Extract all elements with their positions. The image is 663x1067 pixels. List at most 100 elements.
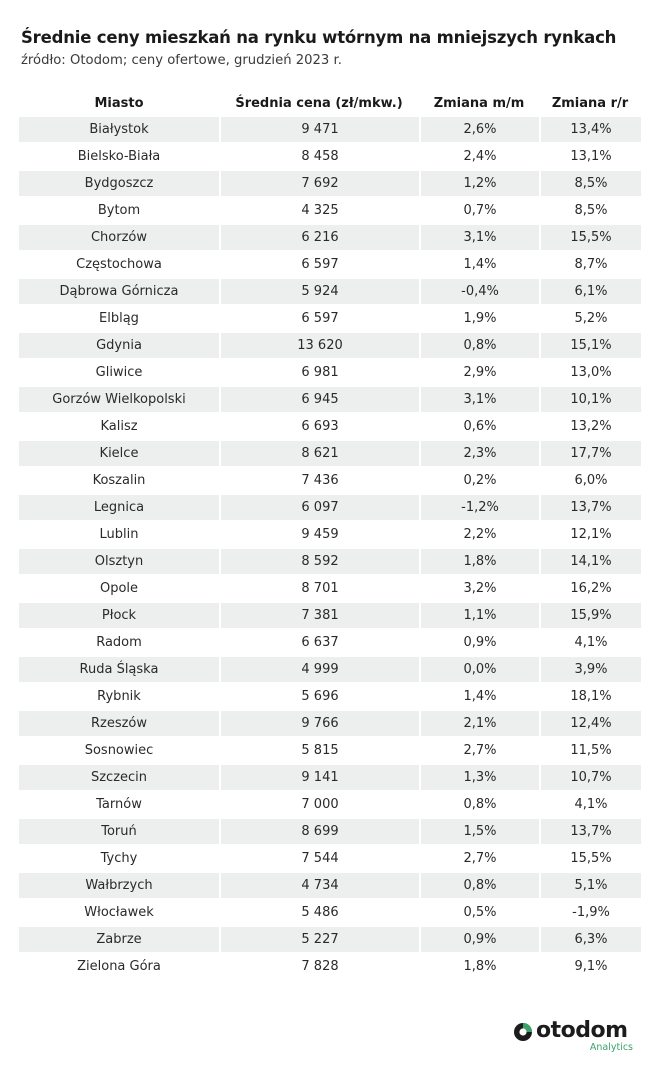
table-row: Bytom 4 325 0,7% 8,5% xyxy=(19,198,641,225)
cell-change-rr: 15,9% xyxy=(539,603,641,630)
table-row: Płock 7 381 1,1% 15,9% xyxy=(19,603,641,630)
cell-change-mm: 3,2% xyxy=(419,576,539,603)
table-row: Rzeszów 9 766 2,1% 12,4% xyxy=(19,711,641,738)
cell-change-mm: 1,8% xyxy=(419,954,539,981)
cell-change-rr: 4,1% xyxy=(539,630,641,657)
cell-change-rr: 8,5% xyxy=(539,198,641,225)
cell-price: 7 544 xyxy=(219,846,419,873)
cell-price: 8 592 xyxy=(219,549,419,576)
cell-change-mm: 2,7% xyxy=(419,846,539,873)
cell-change-rr: 15,1% xyxy=(539,333,641,360)
table-row: Rybnik 5 696 1,4% 18,1% xyxy=(19,684,641,711)
cell-change-mm: 0,8% xyxy=(419,792,539,819)
cell-city: Tarnów xyxy=(19,792,219,819)
cell-city: Bydgoszcz xyxy=(19,171,219,198)
table-row: Kielce 8 621 2,3% 17,7% xyxy=(19,441,641,468)
table-row: Lublin 9 459 2,2% 12,1% xyxy=(19,522,641,549)
cell-change-rr: 14,1% xyxy=(539,549,641,576)
cell-city: Sosnowiec xyxy=(19,738,219,765)
table-row: Elbląg 6 597 1,9% 5,2% xyxy=(19,306,641,333)
table-row: Częstochowa 6 597 1,4% 8,7% xyxy=(19,252,641,279)
table-row: Olsztyn 8 592 1,8% 14,1% xyxy=(19,549,641,576)
cell-change-mm: 1,2% xyxy=(419,171,539,198)
table-body: Białystok 9 471 2,6% 13,4% Bielsko-Biała 8 45… xyxy=(19,117,641,981)
cell-change-mm: 1,3% xyxy=(419,765,539,792)
table-row: Gorzów Wielkopolski 6 945 3,1% 10,1% xyxy=(19,387,641,414)
cell-price: 9 471 xyxy=(219,117,419,144)
cell-city: Wałbrzych xyxy=(19,873,219,900)
cell-city: Chorzów xyxy=(19,225,219,252)
cell-change-mm: 0,7% xyxy=(419,198,539,225)
cell-city: Zabrze xyxy=(19,927,219,954)
cell-change-rr: 13,2% xyxy=(539,414,641,441)
cell-price: 5 924 xyxy=(219,279,419,306)
cell-change-mm: 0,6% xyxy=(419,414,539,441)
cell-change-mm: 1,9% xyxy=(419,306,539,333)
table-row: Opole 8 701 3,2% 16,2% xyxy=(19,576,641,603)
cell-city: Kalisz xyxy=(19,414,219,441)
table-row: Koszalin 7 436 0,2% 6,0% xyxy=(19,468,641,495)
cell-price: 8 458 xyxy=(219,144,419,171)
cell-change-rr: 5,1% xyxy=(539,873,641,900)
cell-city: Częstochowa xyxy=(19,252,219,279)
cell-change-rr: 4,1% xyxy=(539,792,641,819)
cell-price: 5 227 xyxy=(219,927,419,954)
table-row: Toruń 8 699 1,5% 13,7% xyxy=(19,819,641,846)
table-row: Legnica 6 097 -1,2% 13,7% xyxy=(19,495,641,522)
cell-change-rr: 11,5% xyxy=(539,738,641,765)
cell-change-rr: 13,7% xyxy=(539,819,641,846)
cell-change-rr: 6,0% xyxy=(539,468,641,495)
cell-change-mm: 2,1% xyxy=(419,711,539,738)
cell-city: Gliwice xyxy=(19,360,219,387)
cell-change-rr: 10,1% xyxy=(539,387,641,414)
cell-change-rr: 17,7% xyxy=(539,441,641,468)
cell-change-rr: 13,7% xyxy=(539,495,641,522)
cell-city: Elbląg xyxy=(19,306,219,333)
cell-city: Szczecin xyxy=(19,765,219,792)
cell-change-mm: -0,4% xyxy=(419,279,539,306)
table-row: Włocławek 5 486 0,5% -1,9% xyxy=(19,900,641,927)
cell-change-rr: 12,4% xyxy=(539,711,641,738)
cell-price: 6 597 xyxy=(219,252,419,279)
cell-change-rr: 15,5% xyxy=(539,846,641,873)
cell-price: 9 141 xyxy=(219,765,419,792)
cell-change-mm: 3,1% xyxy=(419,387,539,414)
table-row: Tychy 7 544 2,7% 15,5% xyxy=(19,846,641,873)
cell-price: 9 459 xyxy=(219,522,419,549)
logo-wordmark: otodom xyxy=(536,1018,628,1043)
cell-change-mm: 1,5% xyxy=(419,819,539,846)
cell-change-rr: 6,1% xyxy=(539,279,641,306)
table-row: Gliwice 6 981 2,9% 13,0% xyxy=(19,360,641,387)
cell-change-mm: 0,0% xyxy=(419,657,539,684)
cell-price: 6 097 xyxy=(219,495,419,522)
table-row: Białystok 9 471 2,6% 13,4% xyxy=(19,117,641,144)
cell-city: Dąbrowa Górnicza xyxy=(19,279,219,306)
table-row: Dąbrowa Górnicza 5 924 -0,4% 6,1% xyxy=(19,279,641,306)
cell-city: Rybnik xyxy=(19,684,219,711)
cell-city: Radom xyxy=(19,630,219,657)
cell-price: 8 699 xyxy=(219,819,419,846)
cell-price: 7 000 xyxy=(219,792,419,819)
table-row: Tarnów 7 000 0,8% 4,1% xyxy=(19,792,641,819)
table-row: Sosnowiec 5 815 2,7% 11,5% xyxy=(19,738,641,765)
price-table: Miasto Średnia cena (zł/mkw.) Zmiana m/m… xyxy=(19,90,641,981)
cell-price: 5 815 xyxy=(219,738,419,765)
cell-change-rr: 18,1% xyxy=(539,684,641,711)
cell-change-mm: 2,6% xyxy=(419,117,539,144)
cell-change-rr: 16,2% xyxy=(539,576,641,603)
cell-price: 5 486 xyxy=(219,900,419,927)
cell-change-rr: 13,4% xyxy=(539,117,641,144)
table-row: Gdynia 13 620 0,8% 15,1% xyxy=(19,333,641,360)
cell-price: 6 945 xyxy=(219,387,419,414)
cell-price: 4 734 xyxy=(219,873,419,900)
cell-price: 4 325 xyxy=(219,198,419,225)
chart-title: Średnie ceny mieszkań na rynku wtórnym n… xyxy=(21,28,617,47)
cell-city: Bielsko-Biała xyxy=(19,144,219,171)
cell-city: Tychy xyxy=(19,846,219,873)
cell-price: 13 620 xyxy=(219,333,419,360)
logo-subtext: Analytics xyxy=(589,1042,633,1053)
cell-change-mm: -1,2% xyxy=(419,495,539,522)
cell-city: Toruń xyxy=(19,819,219,846)
cell-price: 7 828 xyxy=(219,954,419,981)
cell-city: Płock xyxy=(19,603,219,630)
